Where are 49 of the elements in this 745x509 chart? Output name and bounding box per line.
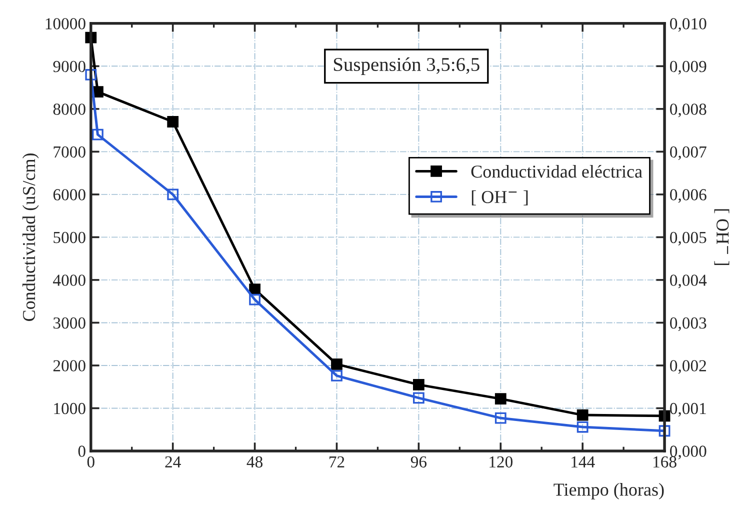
y-axis-title: Conductividad (uS/cm) bbox=[22, 153, 39, 321]
point bbox=[85, 69, 97, 80]
x-tick-label: 0 bbox=[87, 456, 94, 468]
point bbox=[167, 188, 179, 200]
y-tick-label: 7000 bbox=[54, 146, 86, 158]
y-tick-label: 3000 bbox=[53, 317, 86, 329]
point bbox=[167, 116, 179, 128]
y-tick-label: 5000 bbox=[54, 232, 86, 244]
x-tick-label: 24 bbox=[165, 456, 181, 468]
y2-tick-label: 0,006 bbox=[670, 189, 706, 203]
y2-tick-label: 0,005 bbox=[670, 232, 706, 246]
y2-tick-label: 0,004 bbox=[670, 274, 707, 288]
x-tick-label: 96 bbox=[410, 456, 427, 468]
x-tick-label: 120 bbox=[490, 456, 513, 468]
y2-tick-label: 0,010 bbox=[670, 18, 706, 32]
annotation: Suspensión 3,5:6,5 bbox=[334, 57, 480, 75]
y2-tick-label: 0,002 bbox=[670, 360, 706, 374]
legend-label: [ OH$^{−}$ ] bbox=[472, 190, 528, 206]
point bbox=[576, 409, 588, 421]
point bbox=[494, 412, 506, 424]
x-tick-label: 48 bbox=[246, 456, 262, 468]
point bbox=[92, 128, 104, 140]
y2-tick-label: 0,007 bbox=[670, 146, 706, 160]
point bbox=[412, 392, 424, 404]
point bbox=[576, 421, 588, 433]
y2-tick-label: 0,003 bbox=[670, 317, 706, 332]
x-tick-label: 72 bbox=[330, 456, 344, 468]
legend-label: Conductividad eléctrica bbox=[471, 164, 642, 178]
point bbox=[331, 358, 342, 370]
y-tick-label: 10000 bbox=[46, 18, 86, 30]
point bbox=[331, 370, 342, 382]
y-tick-label: 4000 bbox=[53, 274, 86, 286]
point bbox=[494, 393, 506, 405]
y-tick-label: 9000 bbox=[53, 60, 86, 72]
y2-axis-title: [ OH$^{−}$ ] bbox=[714, 209, 730, 265]
x-axis-title: Tiempo (horas) bbox=[554, 483, 664, 500]
x-tick-label: 144 bbox=[572, 456, 595, 468]
y-tick-label: 6000 bbox=[53, 189, 86, 200]
point bbox=[249, 294, 260, 306]
y2-tick-label: 0,008 bbox=[670, 104, 706, 118]
y-tick-label: 1000 bbox=[54, 402, 86, 414]
y2-tick-label: 0,001 bbox=[670, 402, 706, 417]
y-tick-label: 0 bbox=[78, 446, 86, 457]
point bbox=[249, 284, 260, 296]
point bbox=[412, 379, 424, 390]
y2-tick-label: 0,009 bbox=[670, 60, 706, 75]
y-tick-label: 8000 bbox=[53, 104, 86, 115]
point bbox=[658, 425, 670, 437]
y-tick-label: 2000 bbox=[53, 360, 86, 372]
